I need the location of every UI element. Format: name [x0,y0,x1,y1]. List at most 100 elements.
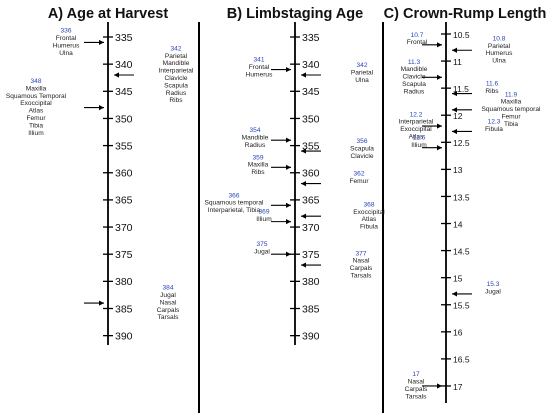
arrow-head-icon [437,383,442,389]
arrow-head-icon [452,128,457,135]
event-value-label: 359 [252,154,263,161]
axis-tick-label: 15 [453,273,463,283]
event-bone-label: Ulna [59,50,73,57]
event-bone-label: Humerus [53,42,80,49]
arrow-head-icon [114,72,119,78]
axis-tick-label: 13 [453,165,463,175]
arrow-head-icon [452,47,457,53]
axis-tick-label: 10.5 [453,30,470,40]
arrow-head-icon [99,300,104,306]
event-bone-label: Carpals [350,265,373,272]
arrow-head-icon [437,42,442,48]
event-bone-label: Interparietal [159,68,194,75]
event-bone-label: Jugal [485,288,501,295]
event-bone-label: Ribs [169,97,183,104]
event-bone-label: Parietal [351,69,374,76]
arrow-head-icon [437,145,442,151]
event-bone-label: Atlas [409,133,424,140]
arrow-head-icon [452,291,457,297]
event-bone-label: Frontal [56,35,77,42]
event-bone-label: Femur [349,178,369,185]
axis-tick-label: 340 [115,59,133,71]
axis-tick-label: 14.5 [453,246,470,256]
event-bone-label: Scapula [164,82,188,89]
panel-b-title: B) Limbstaging Age [227,6,363,22]
axis-tick-label: 16.5 [453,355,470,365]
event-bone-label: Squamous Temporal [6,93,67,100]
event-value-label: 11.6 [486,81,499,88]
axis-tick-label: 355 [115,140,133,152]
event-bone-label: Frontal [249,64,270,71]
axis-tick-label: 370 [302,222,320,234]
event-value-label: 356 [356,138,367,145]
event-bone-label: Mandible [242,135,269,142]
event-bone-label: Mandible [163,60,190,67]
event-bone-label: Exoccipital [353,209,385,216]
event-value-label: 12.6 [413,135,426,142]
event-bone-label: Illium [256,216,272,223]
axis-tick-label: 380 [302,276,320,288]
panel-b-ticks: 335 340 345 350 355 360 365 370 375 380 385 390 [290,32,320,342]
event-bone-label: Jugal [254,249,270,256]
axis-tick-label: 13.5 [453,192,470,202]
event-bone-label: Tarsals [351,272,373,279]
axis-tick-label: 335 [302,32,320,44]
event-bone-label: Parietal [488,43,511,50]
axis-tick-label: 380 [115,276,133,288]
ossification-event: 342ParietalMandibleInterparietalClavicle… [114,45,194,104]
event-bone-label: Humerus [246,71,273,78]
panel-c-title: C) Crown-Rump Length [384,6,547,22]
event-value-label: 11.9 [505,91,518,98]
event-bone-label: Scapula [350,145,374,152]
axis-tick-label: 360 [302,168,320,180]
arrow-head-icon [301,148,306,154]
event-value-label: 354 [249,127,260,134]
axis-tick-label: 17 [453,382,463,392]
axis-tick-label: 385 [302,303,320,315]
axis-tick-label: 370 [115,222,133,234]
event-value-label: 362 [353,171,364,178]
event-bone-label: Maxilla [248,162,269,169]
event-value-label: 366 [228,192,239,199]
axis-tick-label: 360 [115,168,133,180]
event-bone-label: Radius [166,90,187,97]
arrow-head-icon [286,164,291,170]
event-bone-label: Ulna [492,58,506,65]
axis-tick-label: 355 [302,140,320,152]
panel-c-ticks: 10.5 11 11.5 12 12.5 13 13.5 14 14.5 15 15.5 16 16.5… [441,30,470,392]
event-bone-label: Ulna [355,77,369,84]
arrow-head-icon [286,202,291,208]
event-bone-label: Carpals [405,386,428,393]
event-bone-label: Maxilla [501,99,522,106]
axis-tick-label: 385 [115,303,133,315]
event-value-label: 336 [60,28,71,35]
event-bone-label: Maxilla [26,85,47,92]
event-bone-label: Ribs [485,88,499,95]
axis-tick-label: 375 [302,249,320,261]
event-bone-label: Tibia [29,122,43,129]
event-value-label: 12.3 [488,118,501,125]
axis-tick-label: 390 [302,330,320,342]
axis-tick-label: 340 [302,59,320,71]
arrow-head-icon [452,90,457,97]
event-bone-label: Femur [501,114,521,121]
arrow-head-icon [301,262,306,268]
axis-tick-label: 350 [115,113,133,125]
event-bone-label: Clavicle [402,74,425,81]
